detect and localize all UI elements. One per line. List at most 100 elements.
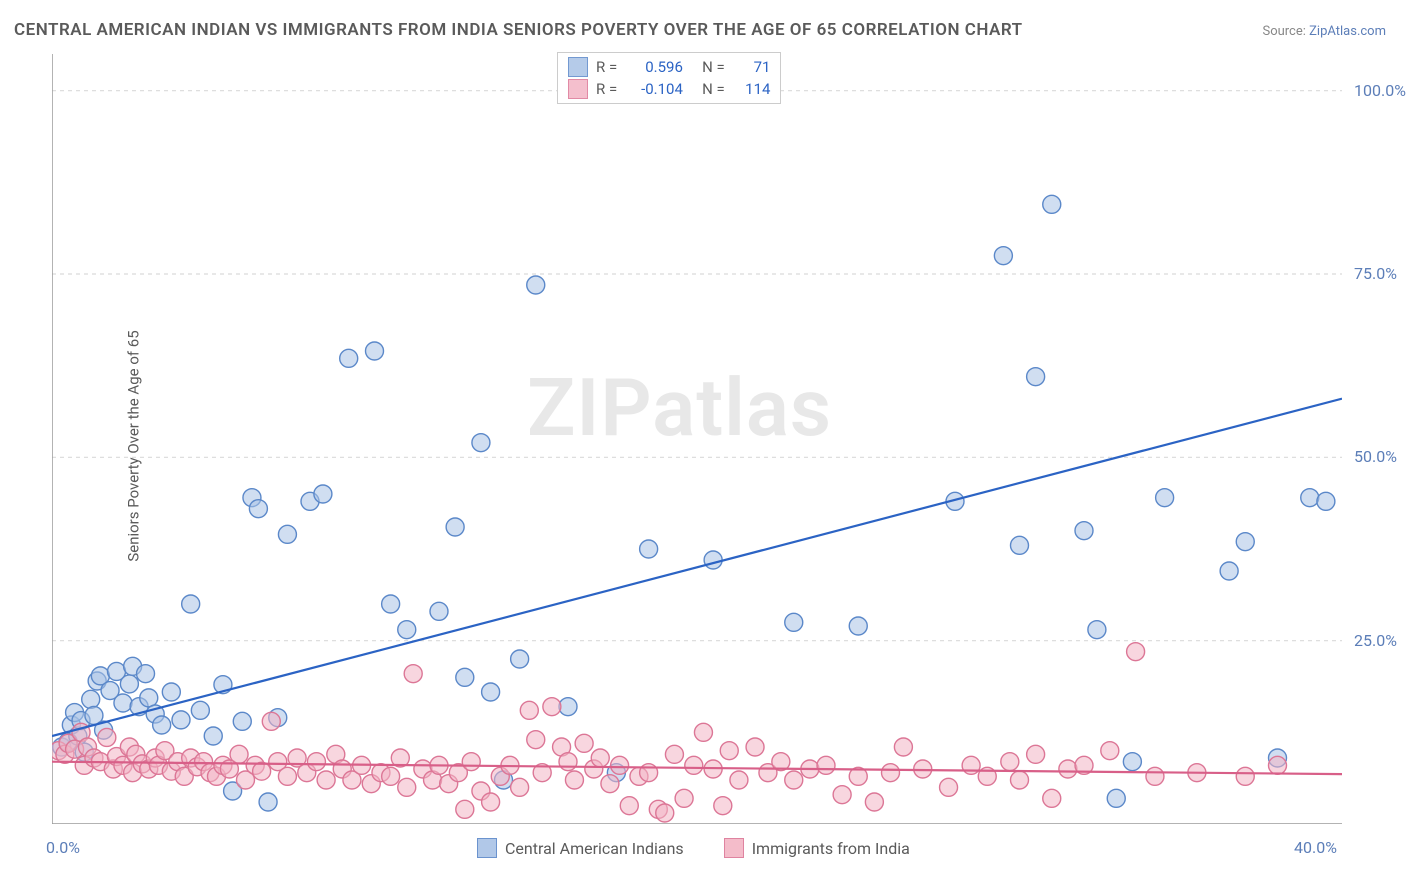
data-point <box>398 621 416 639</box>
data-point <box>1011 771 1029 789</box>
data-point <box>849 617 867 635</box>
data-point <box>527 276 545 294</box>
data-point <box>591 749 609 767</box>
data-point <box>575 734 593 752</box>
data-point <box>656 804 674 822</box>
data-point <box>233 712 251 730</box>
data-point <box>675 789 693 807</box>
data-point <box>1123 753 1141 771</box>
data-point <box>833 786 851 804</box>
data-point <box>307 753 325 771</box>
data-point <box>559 753 577 771</box>
data-point <box>259 793 277 811</box>
data-point <box>456 800 474 818</box>
data-point <box>720 742 738 760</box>
data-point <box>162 683 180 701</box>
data-point <box>262 712 280 730</box>
data-point <box>730 771 748 789</box>
data-point <box>317 771 335 789</box>
legend-item: Central American Indians <box>477 838 684 858</box>
data-point <box>340 349 358 367</box>
data-point <box>1220 562 1238 580</box>
data-point <box>1059 760 1077 778</box>
data-point <box>1101 742 1119 760</box>
x-tick-label: 0.0% <box>46 838 80 857</box>
data-point <box>785 771 803 789</box>
data-point <box>204 727 222 745</box>
data-point <box>249 500 267 518</box>
data-point <box>714 797 732 815</box>
data-point <box>1011 536 1029 554</box>
data-point <box>882 764 900 782</box>
data-point <box>456 668 474 686</box>
data-point <box>511 650 529 668</box>
data-point <box>253 762 271 780</box>
data-point <box>1027 745 1045 763</box>
data-point <box>543 698 561 716</box>
data-point <box>404 665 422 683</box>
data-point <box>191 701 209 719</box>
data-point <box>1146 767 1164 785</box>
data-point <box>685 756 703 774</box>
data-point <box>1088 621 1106 639</box>
y-tick-label: 100.0% <box>1354 81 1406 100</box>
chart-plot-area <box>52 54 1342 824</box>
data-point <box>278 525 296 543</box>
data-point <box>994 247 1012 265</box>
data-point <box>382 767 400 785</box>
data-point <box>785 613 803 631</box>
data-point <box>446 518 464 536</box>
data-point <box>1301 489 1319 507</box>
data-point <box>462 753 480 771</box>
x-tick-label: 40.0% <box>1294 838 1337 857</box>
data-point <box>601 775 619 793</box>
data-point <box>665 745 683 763</box>
data-point <box>172 711 190 729</box>
data-point <box>1075 522 1093 540</box>
data-point <box>1236 767 1254 785</box>
data-point <box>565 771 583 789</box>
data-point <box>430 602 448 620</box>
data-point <box>640 540 658 558</box>
data-point <box>366 342 384 360</box>
legend-row: R = 0.596 N = 71 <box>568 57 770 77</box>
data-point <box>865 793 883 811</box>
data-point <box>120 675 138 693</box>
data-point <box>694 723 712 741</box>
y-tick-label: 50.0% <box>1354 447 1397 466</box>
data-point <box>137 665 155 683</box>
data-point <box>559 698 577 716</box>
data-point <box>520 701 538 719</box>
data-point <box>82 690 100 708</box>
data-point <box>182 595 200 613</box>
data-point <box>153 716 171 734</box>
data-point <box>98 728 116 746</box>
data-point <box>1236 533 1254 551</box>
data-point <box>704 551 722 569</box>
data-point <box>817 756 835 774</box>
y-tick-label: 25.0% <box>1354 631 1397 650</box>
data-point <box>894 738 912 756</box>
legend-item: Immigrants from India <box>724 838 910 858</box>
data-point <box>1043 789 1061 807</box>
data-point <box>1156 489 1174 507</box>
data-point <box>1269 756 1287 774</box>
data-point <box>114 694 132 712</box>
y-tick-label: 75.0% <box>1354 264 1397 283</box>
data-point <box>230 745 248 763</box>
data-point <box>382 595 400 613</box>
legend-row: R = -0.104 N = 114 <box>568 79 770 99</box>
data-point <box>472 434 490 452</box>
data-point <box>1127 643 1145 661</box>
data-point <box>314 485 332 503</box>
data-point <box>482 683 500 701</box>
data-point <box>940 778 958 796</box>
data-point <box>1107 789 1125 807</box>
data-point <box>746 738 764 756</box>
data-point <box>1027 368 1045 386</box>
data-point <box>1001 753 1019 771</box>
source-text: Source: ZipAtlas.com <box>1262 24 1386 39</box>
legend-series: Central American Indians Immigrants from … <box>477 838 910 858</box>
data-point <box>1043 195 1061 213</box>
data-point <box>611 756 629 774</box>
